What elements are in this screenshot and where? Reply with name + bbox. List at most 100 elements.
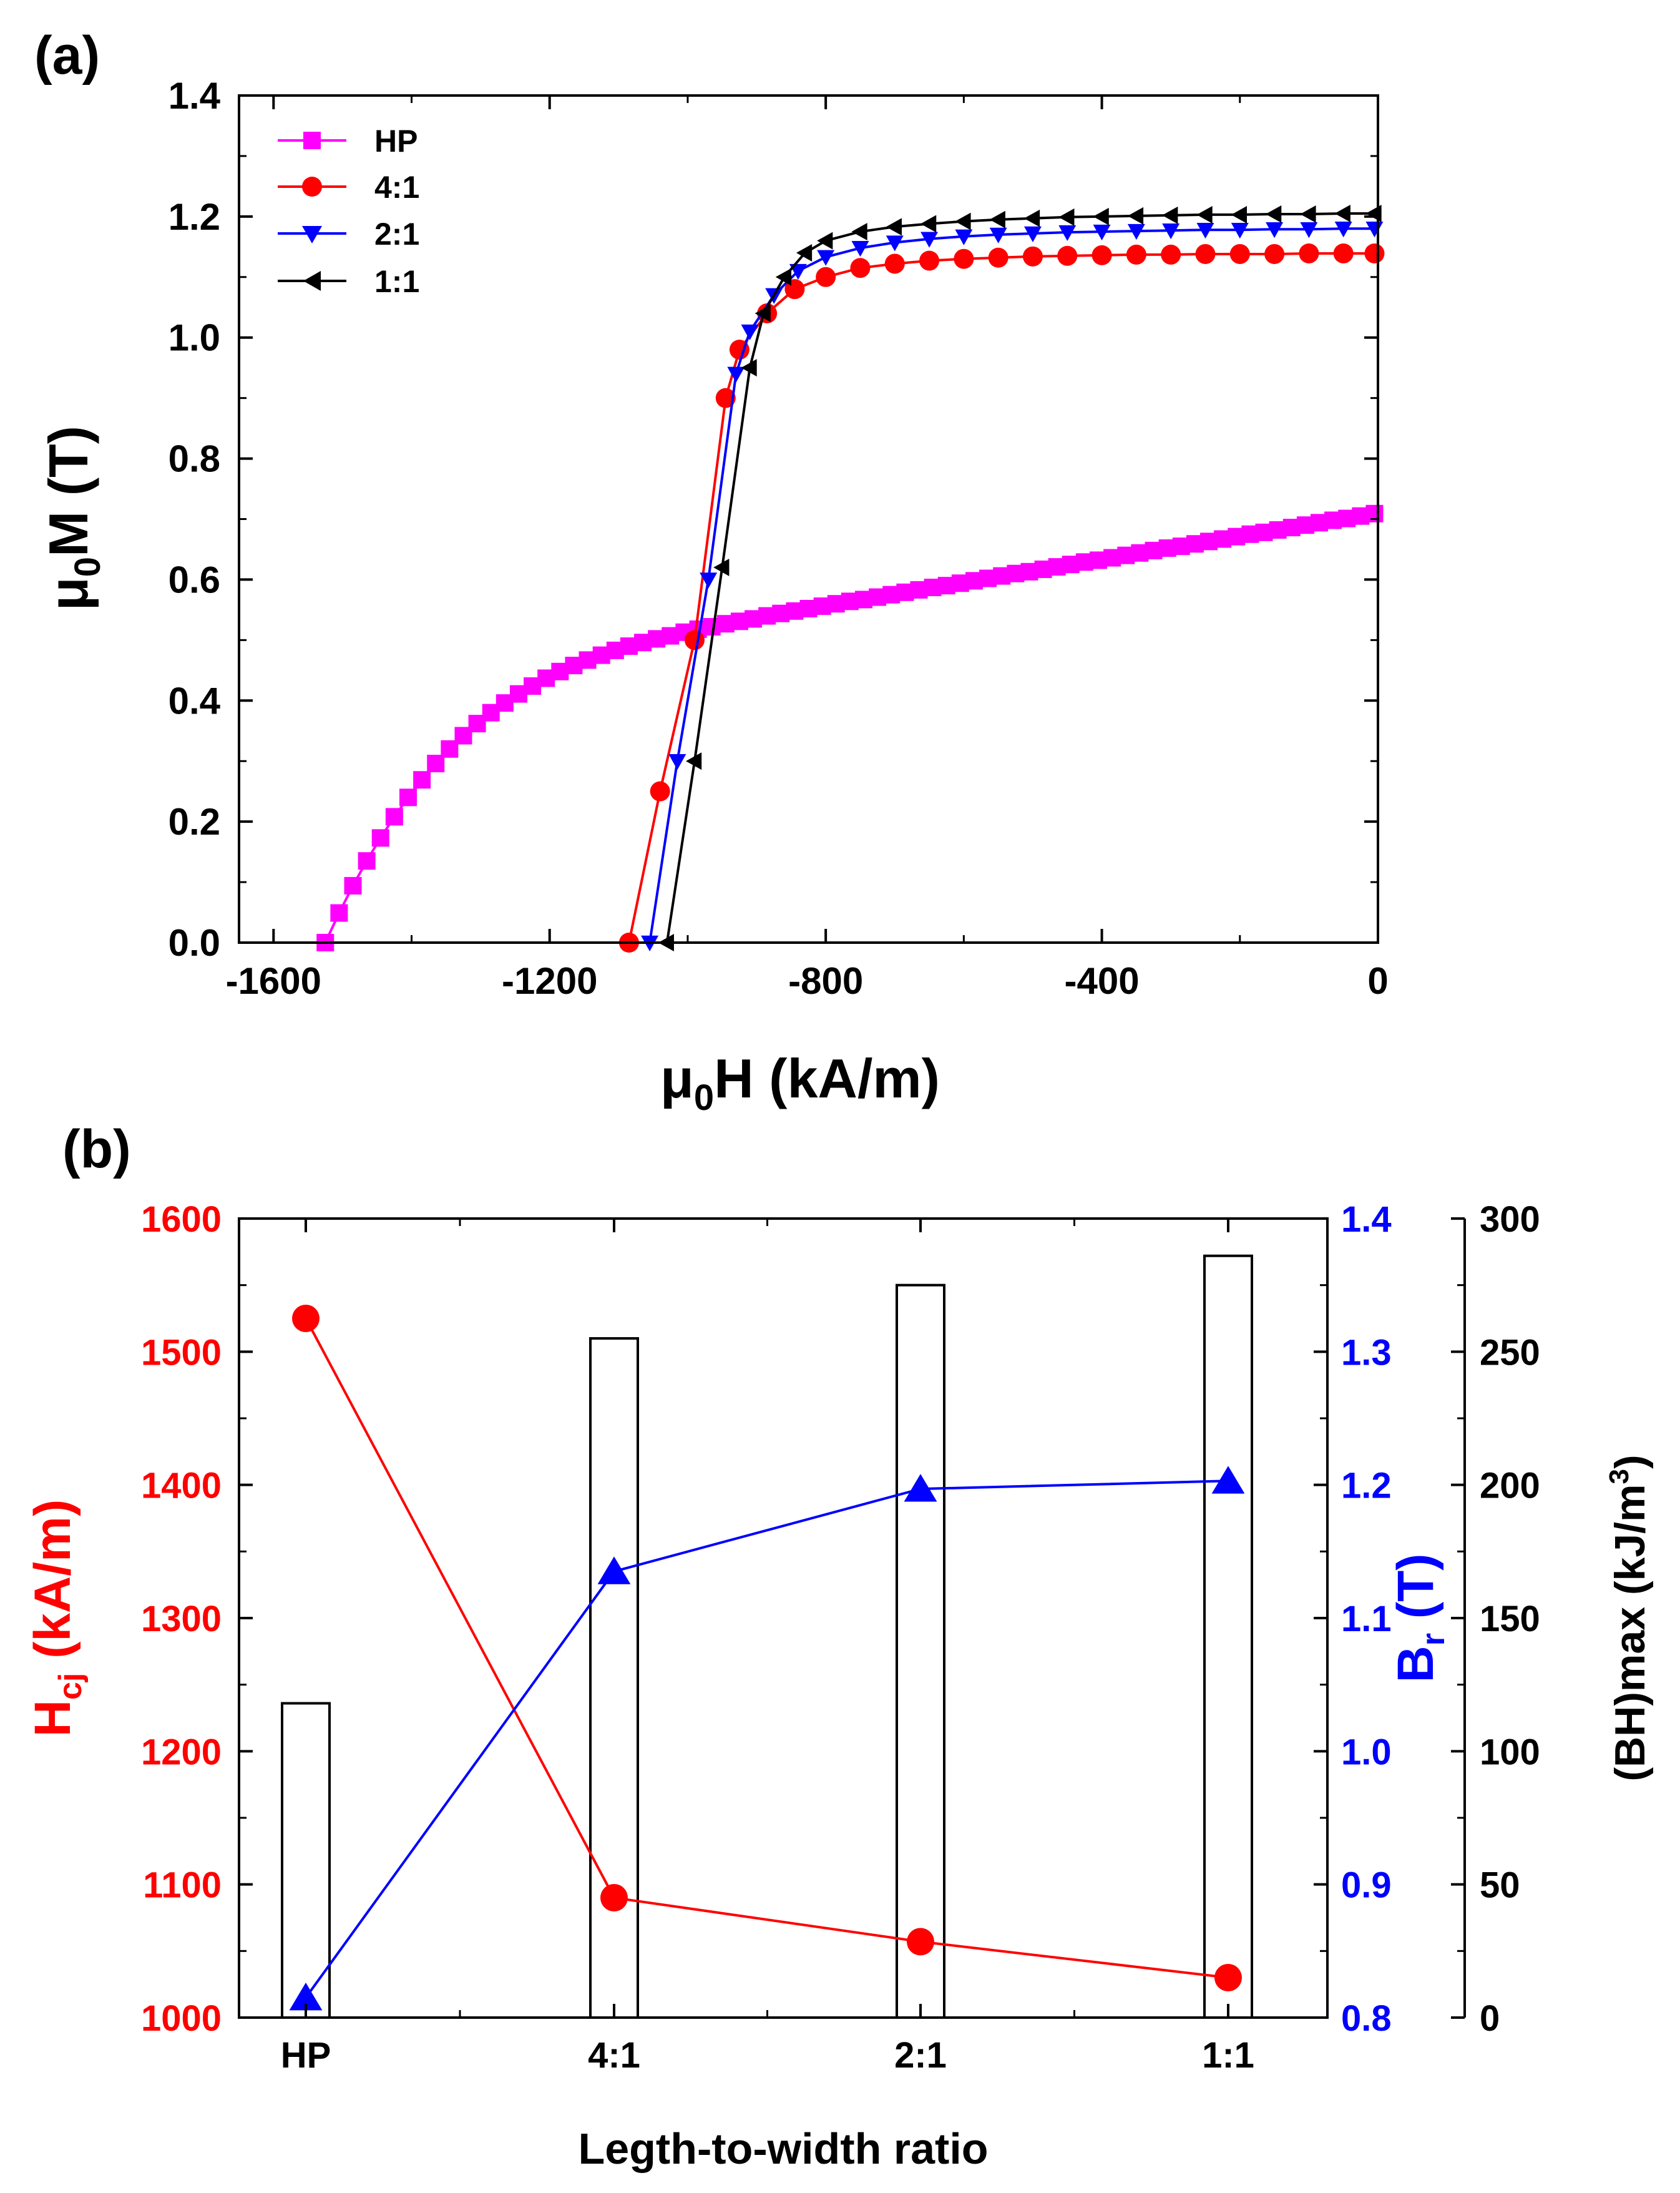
data-point [1023,226,1042,242]
left-tick-label: 1100 [143,1865,222,1906]
data-point [1126,244,1146,265]
series-line-r21 [648,227,1375,943]
right1-tick-label: 1.2 [1341,1466,1392,1506]
x-tick-label: -1200 [502,960,597,1002]
data-point [886,235,904,252]
legend-label-1-1: 1:1 [374,264,419,299]
panel-b-lines [289,1305,1245,2011]
data-point [741,324,759,341]
data-point [755,304,771,322]
data-point [371,829,389,847]
x-tick-label: -400 [1065,960,1140,1002]
panel-a-x-axis-title: μ0H (kA/m) [660,1047,940,1118]
data-point [700,572,718,589]
legend-marker-2-1 [302,226,322,243]
left-tick-label: 1300 [141,1599,222,1639]
right2-tick-label: 250 [1480,1332,1540,1373]
legend-marker-4-1 [302,177,322,197]
right1-tick-label: 0.8 [1341,1998,1392,2039]
left-tick-label: 1000 [141,1998,222,2039]
panel-b-x-axis-title: Legth-to-width ratio [578,2124,988,2173]
x-tick-label: 1:1 [1202,2035,1254,2076]
series-r41 [618,243,1385,953]
data-point [1092,245,1112,265]
data-point [1127,207,1144,225]
data-point [413,771,431,789]
data-point [597,1556,631,1584]
panel-a-series [316,205,1385,953]
panel-a-ticks: -1600 -1200 -800 -400 0 0.0 0.2 0.4 0.6 0.8 1.0 1.2… [168,75,1389,1002]
data-point [1334,205,1350,223]
panel-a: (a) -1600 -1200 -800 -400 0 0.0 0.2 0.4 0.6 0.8 1.… [34,26,1389,1118]
data-point [1058,225,1077,242]
series-line-hcj [305,1318,1229,1979]
right2-tick-label: 150 [1480,1599,1540,1639]
data-point [1196,205,1213,223]
right2-tick-label: 300 [1480,1199,1540,1240]
panel-b: (b) HP 4:1 2:1 1:11000110012001300140015001… [24,1119,1654,2173]
data-point [775,268,791,286]
data-point [1229,243,1250,264]
data-point [851,241,869,257]
x-tick-label: HP [281,2035,331,2076]
data-point [1300,205,1316,223]
data-point [1266,222,1284,238]
left-tick-label: 1600 [141,1199,222,1240]
right1-tick-label: 1.4 [1341,1199,1392,1240]
legend-marker-1-1 [303,271,321,291]
data-point [988,247,1008,268]
data-point [1023,209,1040,227]
data-point [292,1305,320,1332]
data-point [796,244,813,262]
data-point [954,248,974,269]
data-point [385,808,403,826]
data-point [1057,245,1078,266]
bar [281,1702,331,2019]
data-point [330,904,348,922]
data-point [1231,222,1249,239]
data-point [919,250,940,271]
y-tick-label: 0.8 [168,438,220,480]
panel-a-y-axis-title: μ0M (T) [37,426,108,611]
data-point [1334,222,1352,238]
data-point [358,852,376,870]
data-point [727,366,745,383]
bar [1203,1254,1253,2019]
panel-b-label: (b) [62,1119,131,1179]
data-point [850,258,871,278]
data-point [1364,243,1385,263]
data-point [1127,223,1145,240]
legend-item-4-1: 4:1 [278,170,419,205]
y-tick-label: 0.0 [168,922,220,964]
y-tick-label: 0.2 [168,801,220,843]
data-point [1162,223,1180,240]
x-tick-label: 0 [1367,960,1388,1002]
y-tick-label: 1.2 [168,196,220,238]
y-tick-label: 0.4 [168,680,221,722]
data-point [289,1983,323,2011]
x-tick-label: -800 [788,960,863,1002]
data-point [668,754,686,770]
data-point [650,781,670,802]
panel-b-right-axis-2-title: (BH)max (kJ/m3) [1604,1455,1654,1781]
right1-tick-label: 1.0 [1341,1732,1392,1772]
data-point [1022,246,1043,267]
bar [896,1283,945,2019]
series-line-br [305,1479,1229,1999]
data-point [715,388,736,408]
panel-b-right-axis-1-title: Br (T) [1387,1554,1452,1683]
data-point [1214,1964,1242,1991]
legend-item-hp: HP [278,124,418,159]
series-hcj [292,1305,1242,1991]
left-tick-label: 1400 [141,1466,222,1506]
data-point [1093,224,1111,241]
data-point [904,1474,937,1502]
data-point [1093,207,1109,225]
data-point [1058,208,1075,226]
data-point [1333,243,1354,263]
data-point [1300,222,1318,238]
data-point [886,218,902,236]
legend-item-1-1: 1:1 [278,264,419,299]
